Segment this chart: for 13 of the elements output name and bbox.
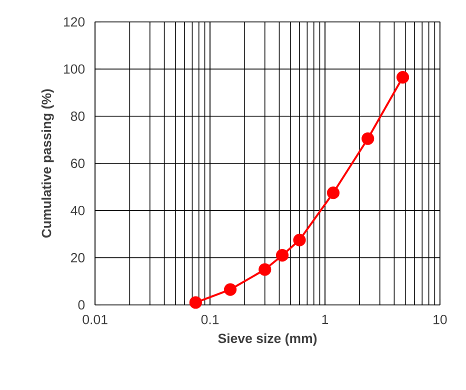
y-tick-label: 60 — [71, 158, 85, 168]
y-tick-label: 120 — [64, 17, 85, 27]
y-tick-label: 20 — [71, 253, 85, 263]
y-tick-label: 80 — [70, 112, 85, 122]
y-tick-label: 100 — [64, 64, 85, 74]
x-tick-label: 10 — [434, 314, 447, 324]
x-tick-label: 0.01 — [82, 314, 108, 324]
y-axis-title: Cumulative passing (%) — [41, 89, 54, 238]
x-tick-label: 1 — [322, 314, 328, 324]
x-axis-title: Sieve size (mm) — [218, 333, 317, 346]
y-tick-label: 40 — [70, 206, 85, 216]
x-tick-label: 0.1 — [201, 314, 219, 324]
y-tick-label: 0 — [78, 300, 85, 310]
